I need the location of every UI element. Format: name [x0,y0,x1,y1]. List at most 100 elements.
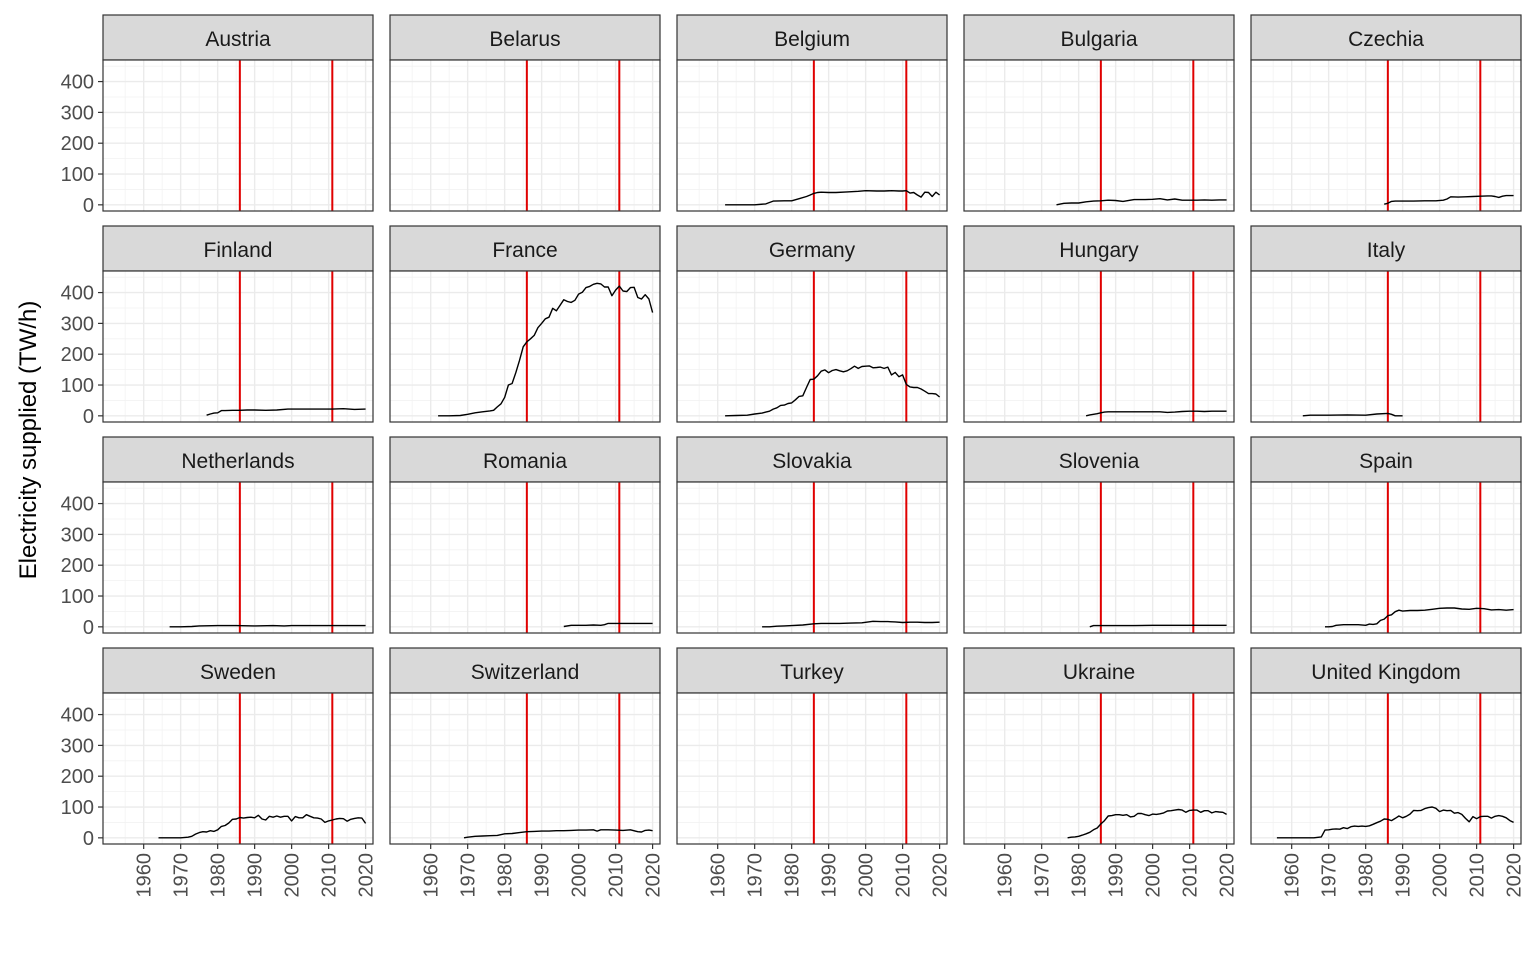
panel-title: Slovakia [772,450,852,473]
grid [964,271,1234,422]
panel-title: Switzerland [471,661,580,684]
y-tick-label: 100 [61,797,94,819]
panel-border [963,481,1235,634]
panel-belgium: Belgium [676,14,948,212]
x-tick-label: 1980 [208,853,230,898]
y-tick-label: 300 [61,102,94,124]
strip-spain [1250,436,1522,483]
y-tick-label: 0 [83,406,94,428]
panel-turkey: Turkey 1960 1970 1980 1990 2000 2010 2020 [676,647,952,898]
x-tick-label: 1960 [134,853,156,898]
x-tick-label: 1990 [532,853,554,898]
x-tick-label: 1970 [171,853,193,898]
x-tick-label: 1980 [1356,853,1378,898]
y-tick-label: 100 [61,164,94,186]
y-tick-label: 300 [61,735,94,757]
panel-germany: Germany [676,225,948,423]
y-axis-title: Electricity supplied (TW/h) [15,301,42,580]
grid [103,271,373,422]
panel-border [102,481,374,634]
panel-border [1250,692,1522,845]
panel-slovenia: Slovenia [963,436,1235,634]
grid [677,482,947,633]
grid [677,60,947,211]
panel-border [389,481,661,634]
panel-title: France [492,239,557,262]
x-tick-label: 2000 [282,853,304,898]
series-line-sweden [158,814,367,839]
strip-turkey [676,647,948,694]
series-line-romania [563,622,653,628]
panel-slovakia: Slovakia [676,436,948,634]
grid [390,60,660,211]
panel-switzerland: Switzerland 1960 1970 1980 1990 2000 2010 2020 [389,647,665,898]
y-tick-label: 0 [83,828,94,850]
panel-border [389,270,661,423]
x-tick-label: 1970 [745,853,767,898]
grid [390,482,660,633]
strip-belgium [676,14,948,61]
panel-border [1250,481,1522,634]
series-line-slovenia [1089,624,1227,628]
x-tick-label: 1990 [245,853,267,898]
panel-border [102,270,374,423]
panel-austria: Austria 0 100 200 300 400 [61,14,374,217]
strip-bulgaria [963,14,1235,61]
panel-border [676,270,948,423]
panel-title: Italy [1367,239,1406,262]
panel-title: Spain [1359,450,1413,473]
x-tick-label: 1960 [995,853,1017,898]
x-tick-label: 2010 [319,853,341,898]
panel-france: France [389,225,661,423]
panel-belarus: Belarus [389,14,661,212]
panel-border [389,692,661,845]
y-tick-label: 200 [61,555,94,577]
grid [103,693,373,844]
series-line-spain [1325,607,1514,628]
panel-united-kingdom: United Kingdom 1960 1970 1980 1990 2000 2010 20… [1250,647,1526,898]
panel-border [676,692,948,845]
strip-ukraine [963,647,1235,694]
panel-hungary: Hungary [963,225,1235,423]
panel-ukraine: Ukraine 1960 1970 1980 1990 2000 2010 2020 [963,647,1239,898]
grid [677,271,947,422]
panel-finland: Finland 0 100 200 300 400 [61,225,374,428]
x-tick-label: 2000 [569,853,591,898]
x-tick-label: 1970 [458,853,480,898]
strip-slovakia [676,436,948,483]
grid [390,271,660,422]
x-tick-label: 2000 [1143,853,1165,898]
series-line-switzerland [463,829,653,839]
strip-switzerland [389,647,661,694]
panel-title: Turkey [780,661,844,684]
panel-romania: Romania [389,436,661,634]
panel-spain: Spain [1250,436,1522,634]
series-line-ukraine [1067,808,1227,839]
x-tick-label: 2020 [1504,853,1526,898]
y-tick-label: 300 [61,524,94,546]
panel-border [102,59,374,212]
panel-title: Ukraine [1063,661,1135,684]
panel-border [963,270,1235,423]
y-tick-label: 200 [61,766,94,788]
panel-border [389,59,661,212]
series-line-united-kingdom [1276,806,1514,839]
x-tick-label: 2000 [856,853,878,898]
panel-title: Austria [205,28,271,51]
strip-sweden [102,647,374,694]
grid [103,60,373,211]
x-tick-label: 1980 [1069,853,1091,898]
panel-title: Belgium [774,28,850,51]
x-tick-label: 1980 [495,853,517,898]
strip-germany [676,225,948,272]
panel-border [963,59,1235,212]
series-line-italy [1302,412,1403,417]
grid [964,482,1234,633]
series-line-czechia [1384,194,1514,205]
strip-belarus [389,14,661,61]
series-line-hungary [1085,410,1227,417]
panel-title: Slovenia [1059,450,1140,473]
grid [1251,271,1521,422]
grid [964,693,1234,844]
panel-title: Czechia [1348,28,1424,51]
